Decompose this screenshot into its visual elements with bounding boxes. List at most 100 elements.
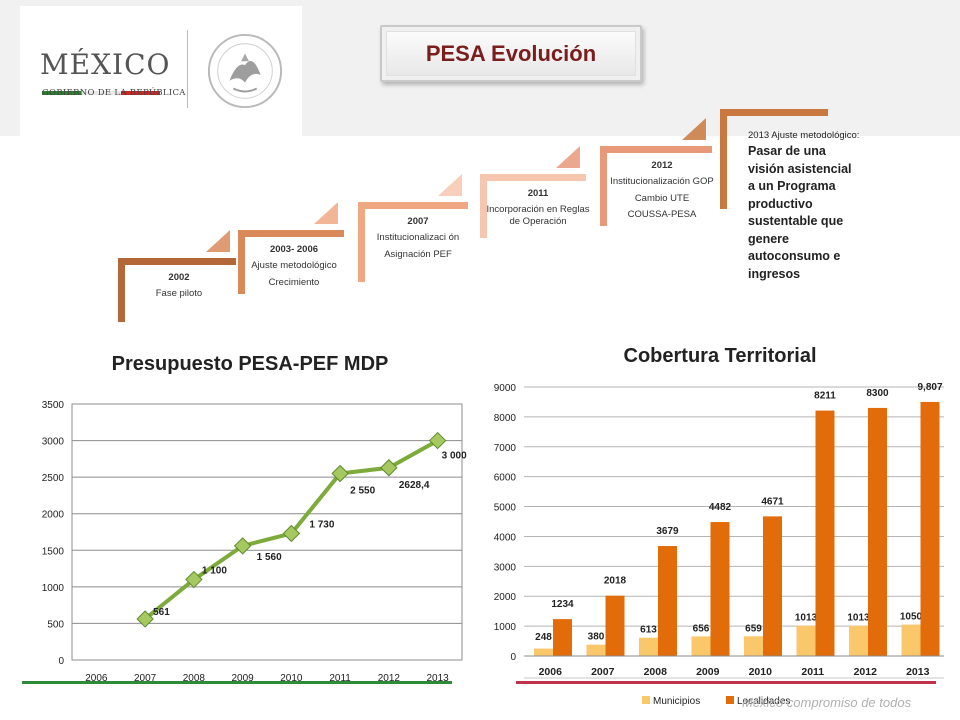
bar-data-label: 613 [640,625,657,636]
timeline-arrow-5 [682,118,706,140]
bar-localidades [605,595,625,656]
line-x-tick-label: 2006 [85,673,108,684]
line-point-marker [136,610,154,628]
logo-subtitle: GOBIERNO DE LA REPÚBLICA [42,88,186,98]
bar-municipios [901,624,921,656]
bar-y-tick-label: 0 [510,652,516,663]
line-point-marker [233,537,252,555]
line-data-label: 1 100 [202,566,227,577]
logo-wordmark: MÉXICO [40,48,171,81]
bar-x-tick-label: 2006 [539,666,563,678]
timeline-bracket-1 [118,258,236,322]
bar-y-tick-label: 6000 [494,473,517,484]
bar-data-label: 8211 [814,391,836,402]
bar-y-tick-label: 9000 [494,383,517,394]
bar-data-label: 1013 [847,613,870,624]
line-x-tick-label: 2010 [280,673,303,684]
logo-divider [187,30,188,108]
timeline-step-6: 2013 Ajuste metodológico: Pasar de una v… [748,130,860,283]
line-point-marker [380,459,398,477]
timeline-bracket-2 [238,230,344,294]
bar-localidades [710,522,730,656]
timeline-stairs [118,109,828,322]
bar-data-label: 248 [535,632,552,643]
step-1-line-2: Fase piloto [155,288,203,300]
bar-x-tick-label: 2008 [644,666,668,678]
bar-x-tick-label: 2013 [906,666,930,678]
bar-x-tick-label: 2010 [749,666,773,678]
slide-title-box: PESA Evolución [380,25,642,82]
bar-data-label: 1234 [551,599,574,610]
step-4-year: 2011 [527,188,549,199]
bar-data-label: 659 [745,623,762,634]
line-y-tick-label: 3500 [42,400,65,411]
bar-y-tick-label: 4000 [494,532,517,543]
bar-y-tick-label: 2000 [494,592,517,603]
bar-data-label: 9,807 [917,382,942,393]
bar-y-tick-label: 1000 [494,622,517,633]
bar-data-label: 4482 [709,502,732,513]
line-plot-area [71,403,463,661]
bar-y-tick-label: 5000 [494,503,517,514]
timeline-step-3: 2007 Institucionalizaci ón Asignación PE… [368,216,468,265]
line-data-label: 2 550 [350,485,375,496]
step-5-line-4: COUSSA-PESA [627,209,697,221]
logo-tricolor-bar [42,80,160,95]
line-y-tick-label: 3000 [42,437,65,448]
bar-municipios [586,644,606,656]
line-data-label: 561 [153,607,170,618]
line-point-marker [331,464,349,483]
step-1-year: 2002 [168,272,190,283]
timeline-arrow-3 [438,174,462,196]
line-x-tick-label: 2013 [427,673,450,684]
timeline-step-1: 2002 Fase piloto [122,272,236,305]
bar-municipios [796,625,816,656]
timeline-arrow-2 [314,202,338,224]
timeline-arrow-1 [206,230,230,252]
bar-y-tick-label: 7000 [494,443,517,454]
bar-municipios [744,636,763,656]
bar-localidades [868,407,887,656]
bar-municipios [691,636,711,656]
step-2-line-3: Crecimiento [268,276,320,288]
bar-data-label: 656 [693,623,710,634]
bar-x-tick-label: 2011 [801,666,824,678]
step-6-body: Pasar de una visión asistencial a un Pro… [748,144,852,281]
bar-x-tick-label: 2012 [854,666,878,678]
bar-localidades [658,546,677,656]
escudo-seal-icon [207,33,283,109]
timeline-step-4: 2011 Incorporación en Reglas de Operació… [486,188,590,232]
timeline-arrow-4 [556,146,580,168]
bar-y-tick-label: 8000 [494,413,517,424]
line-y-tick-label: 1500 [42,546,65,557]
footer-line-red [516,681,936,684]
bar-localidades [920,401,940,656]
step-5-line-3: Cambio UTE [634,192,690,204]
footer-line-green [22,681,452,684]
line-data-label: 1 560 [257,552,282,563]
bar-data-label: 4671 [761,496,784,507]
bar-y-tick-label: 3000 [494,562,517,573]
bar-x-tick-label: 2009 [696,666,720,678]
step-3-line-3: Asignación PEF [384,248,452,260]
line-x-tick-label: 2011 [329,673,351,684]
bar-municipios [849,625,868,656]
line-x-tick-label: 2007 [134,673,157,684]
footer-slogan: México compromiso de todos [742,695,912,710]
line-y-tick-label: 2000 [42,510,65,521]
bar-data-label: 1050 [900,612,923,623]
step-5-line-2: Institucionalización GOP [610,176,714,188]
line-point-marker [185,570,203,589]
line-point-marker [428,431,447,450]
legend-swatch-localidades [726,696,734,704]
line-data-label: 2628,4 [399,480,430,491]
line-y-tick-label: 500 [47,619,64,630]
timeline-bracket-4 [480,174,586,238]
line-chart-title: Presupuesto PESA-PEF MDP [111,353,389,375]
bar-localidades [763,516,782,656]
line-x-tick-label: 2012 [378,673,401,684]
line-data-label: 3 000 [442,451,467,462]
line-x-tick-label: 2009 [232,673,255,684]
line-data-label: 1 730 [309,519,334,530]
